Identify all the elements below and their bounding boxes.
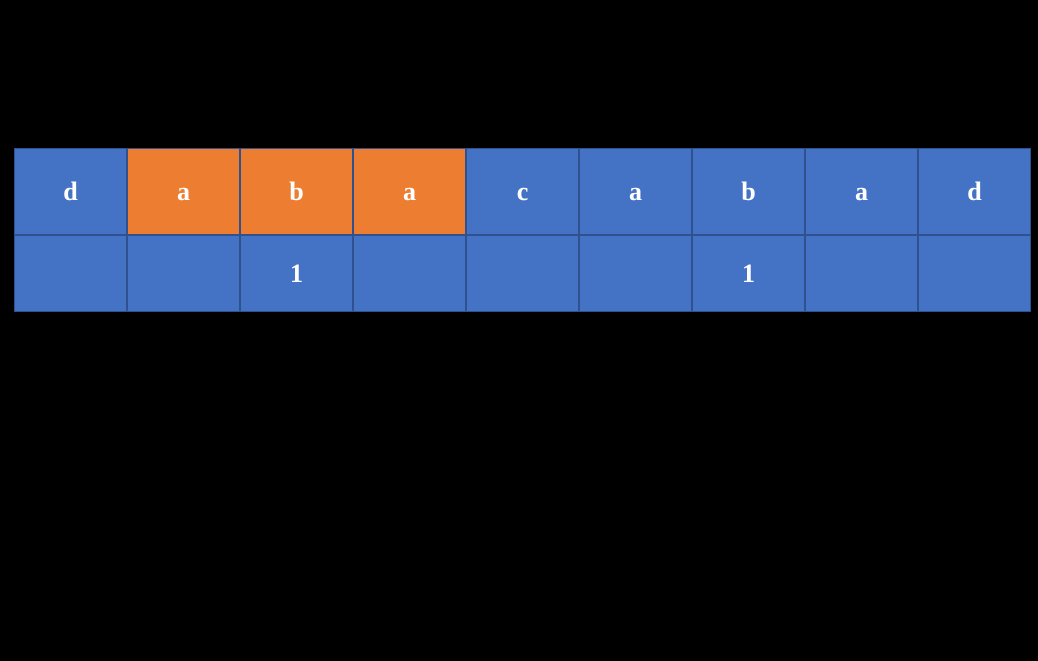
table-row-2: 11 [14, 235, 1031, 312]
cell-r1-c4: c [466, 148, 579, 235]
cell-r2-c4 [466, 235, 579, 312]
cell-r1-c2: b [240, 148, 353, 235]
cell-r2-c5 [579, 235, 692, 312]
cell-r1-c3: a [353, 148, 466, 235]
cell-r1-c0: d [14, 148, 127, 235]
cell-r2-c1 [127, 235, 240, 312]
table-row-1: dabacabad [14, 148, 1031, 235]
cell-r1-c8: d [918, 148, 1031, 235]
cell-r1-c7: a [805, 148, 918, 235]
cell-r1-c1: a [127, 148, 240, 235]
cell-r2-c2: 1 [240, 235, 353, 312]
diagram-table: dabacabad 11 [14, 148, 1031, 312]
cell-r1-c6: b [692, 148, 805, 235]
cell-r2-c8 [918, 235, 1031, 312]
cell-r2-c3 [353, 235, 466, 312]
cell-r2-c6: 1 [692, 235, 805, 312]
cell-r2-c0 [14, 235, 127, 312]
cell-r2-c7 [805, 235, 918, 312]
cell-r1-c5: a [579, 148, 692, 235]
